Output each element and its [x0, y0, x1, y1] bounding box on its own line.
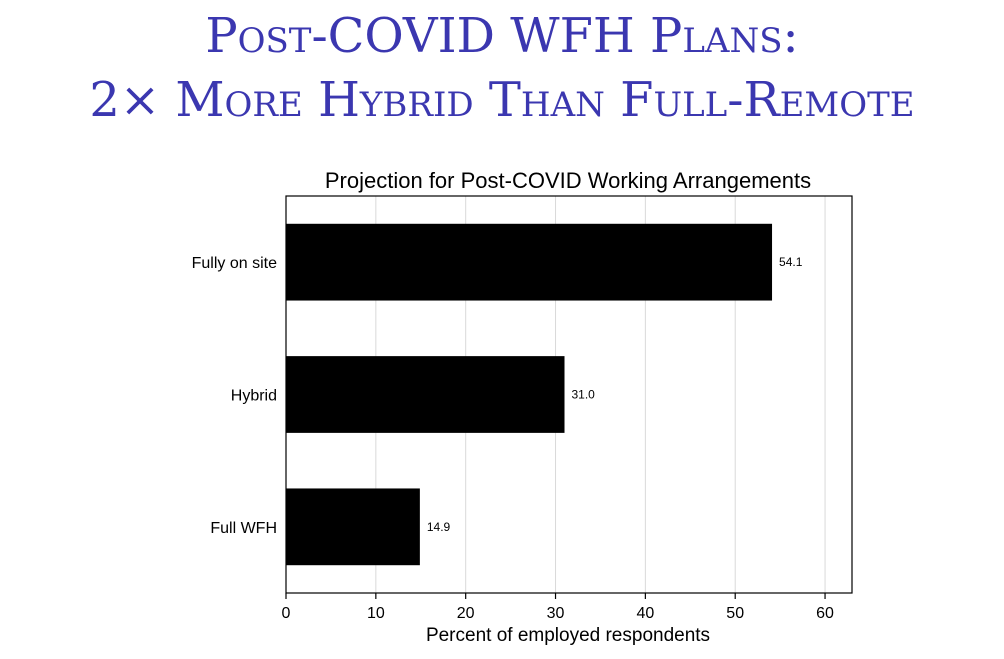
slide-title-line-2: 2× More Hybrid Than Full-Remote [89, 72, 915, 128]
bar-fully-on-site [286, 223, 773, 301]
bars: 54.1 31.0 14.9 [286, 223, 803, 566]
x-axis-label: Percent of employed respondents [426, 625, 710, 646]
slide-title-line-1: Post-COVID WFH Plans: [205, 8, 799, 64]
x-tick-label-30: 30 [547, 605, 565, 622]
y-category-label: Hybrid [231, 388, 277, 405]
y-category-label: Fully on site [192, 255, 277, 272]
bar-full-wfh [286, 488, 420, 566]
x-tick-label-60: 60 [816, 605, 834, 622]
bar-value-label: 54.1 [779, 255, 803, 269]
x-tick-label-20: 20 [457, 605, 475, 622]
bar-hybrid [286, 356, 565, 433]
x-tick-label-50: 50 [726, 605, 744, 622]
plot-frame [285, 195, 853, 594]
y-category-label: Full WFH [210, 520, 277, 537]
chart-title: Projection for Post-COVID Working Arrang… [325, 168, 811, 193]
slide-title: Post-COVID WFH Plans: 2× More Hybrid Tha… [0, 4, 1004, 132]
bar-value-label: 14.9 [427, 520, 451, 534]
bar-value-label: 31.0 [572, 388, 596, 402]
x-tick-label-0: 0 [282, 605, 291, 622]
x-tick-label-40: 40 [636, 605, 654, 622]
x-tick-label-10: 10 [367, 605, 385, 622]
x-axis: 0 10 20 30 40 50 60 Fully on site Hybrid Full WFH [192, 255, 834, 622]
